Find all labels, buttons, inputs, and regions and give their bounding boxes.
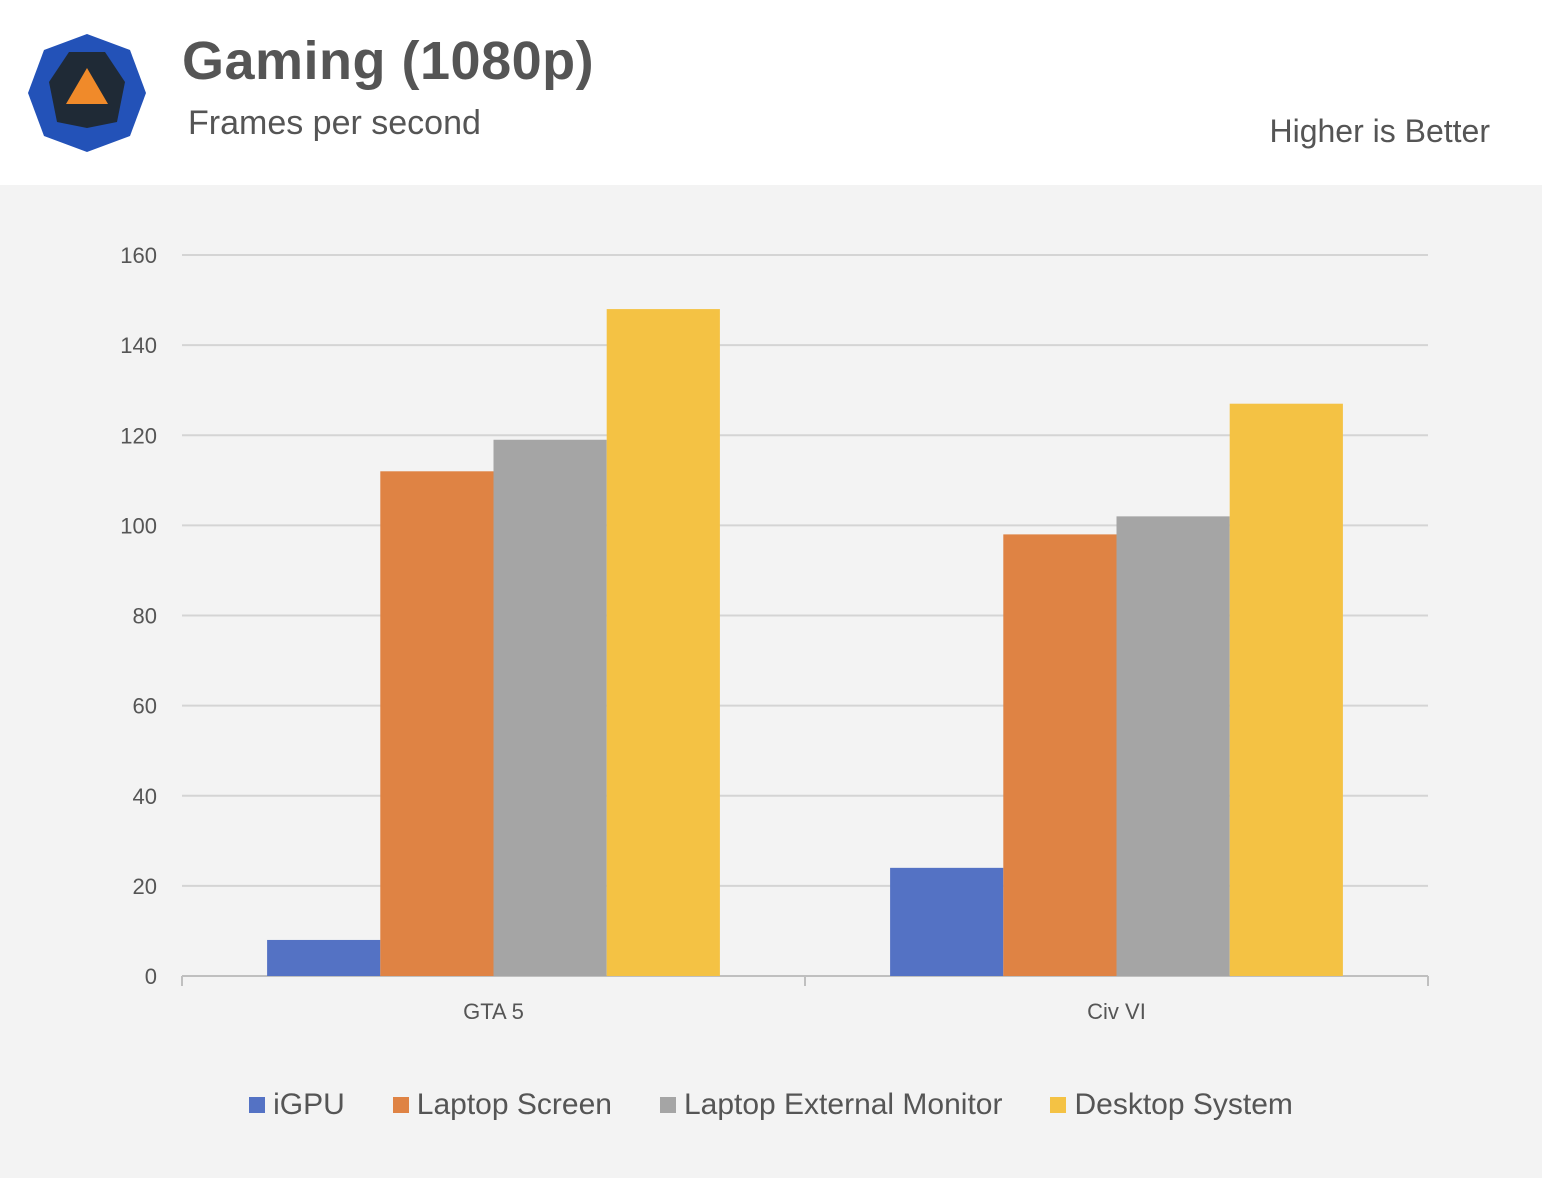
x-category-label: GTA 5 (463, 999, 524, 1024)
legend-label: iGPU (273, 1088, 345, 1121)
chart-area: 0 20 40 60 80 100 120 140 160 GTA 5 Civ VI (0, 185, 1542, 1178)
higher-is-better-note: Higher is Better (1269, 113, 1490, 149)
logo-triangle (66, 68, 108, 104)
legend-swatch (1050, 1097, 1067, 1113)
legend-item: iGPU (249, 1088, 345, 1122)
legend-label: Laptop Screen (416, 1088, 612, 1121)
bar (1003, 534, 1117, 976)
bar (1116, 516, 1230, 976)
bar (493, 439, 607, 977)
y-tick-label: 20 (133, 874, 157, 899)
y-tick-label: 160 (120, 243, 157, 268)
bar (606, 309, 720, 976)
bar (267, 939, 381, 976)
chart-subtitle: Frames per second (188, 104, 481, 142)
y-tick-label: 80 (133, 604, 157, 629)
y-tick-label: 140 (120, 333, 157, 358)
legend-label: Laptop External Monitor (683, 1088, 1003, 1121)
y-tick-label: 0 (145, 964, 157, 989)
y-tick-label: 40 (133, 784, 157, 809)
bar (380, 471, 494, 976)
techspot-logo-icon (28, 34, 146, 152)
legend-swatch (659, 1097, 676, 1113)
legend-swatch (392, 1097, 409, 1113)
bar-chart: 0 20 40 60 80 100 120 140 160 GTA 5 Civ VI (120, 243, 1429, 1024)
chart-header: Gaming (1080p) Frames per second Higher … (0, 0, 1542, 185)
y-tick-label: 120 (120, 423, 157, 448)
legend-item: Desktop System (1050, 1088, 1293, 1122)
bar (1229, 403, 1343, 976)
legend-swatch (249, 1097, 266, 1113)
bar (890, 867, 1004, 976)
x-category-label: Civ VI (1087, 999, 1146, 1024)
legend-item: Laptop External Monitor (659, 1088, 1003, 1122)
chart-title: Gaming (1080p) (182, 31, 595, 91)
y-tick-label: 60 (133, 694, 157, 719)
y-tick-label: 100 (120, 513, 157, 538)
chart-legend: iGPU Laptop Screen Laptop External Monitor… (0, 1088, 1542, 1122)
legend-label: Desktop System (1074, 1088, 1293, 1121)
legend-item: Laptop Screen (392, 1088, 612, 1122)
